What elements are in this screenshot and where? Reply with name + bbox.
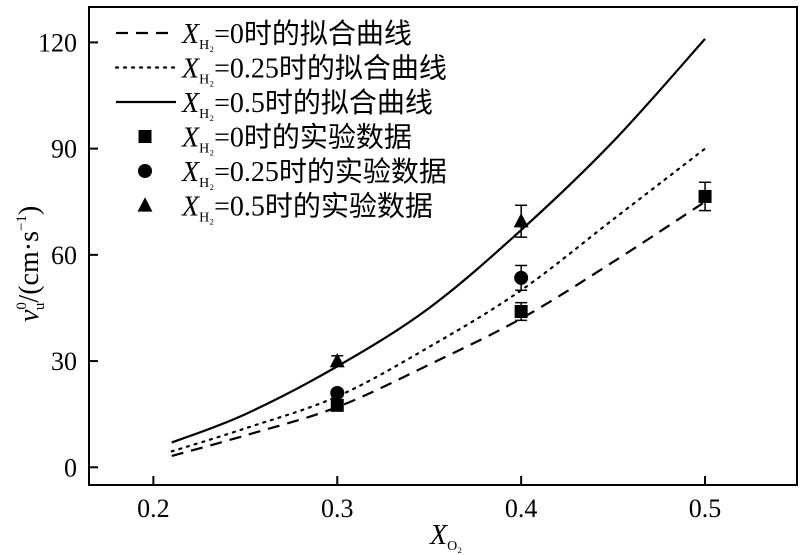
data-point-triangle	[329, 352, 345, 368]
legend-label: XH₂=0时的实验数据	[181, 122, 412, 157]
legend-label: XH₂=0.25时的拟合曲线	[181, 53, 447, 88]
fit-line-dotted	[170, 147, 707, 453]
x-axis-label: XO₂	[429, 520, 462, 554]
x-tick-label: 0.3	[321, 494, 354, 523]
legend-marker-triangle	[137, 197, 153, 212]
legend-marker-circle	[138, 164, 152, 178]
data-point-triangle	[513, 213, 529, 228]
data-point-square	[514, 305, 528, 319]
data-point-circle	[514, 270, 529, 285]
legend-marker-square	[138, 130, 152, 143]
y-axis-label: v0 u/(cm·s−1)	[14, 206, 48, 322]
y-tick-label: 30	[51, 347, 77, 376]
y-tick-label: 120	[38, 28, 77, 57]
x-tick-label: 0.5	[689, 494, 722, 523]
fit-line-dashed	[171, 200, 706, 458]
data-point-square	[698, 189, 712, 203]
legend-entry: XH₂=0.5时的拟合曲线	[116, 87, 433, 122]
x-tick-label: 0.4	[505, 494, 538, 523]
plot-frame	[88, 6, 798, 486]
y-tick-label: 60	[51, 241, 77, 270]
legend-entry: XH₂=0.25时的拟合曲线	[114, 53, 447, 88]
legend-entry: XH₂=0时的实验数据	[138, 122, 412, 157]
legend-label: XH₂=0.5时的实验数据	[181, 191, 433, 226]
data-point-circle	[330, 385, 345, 400]
legend-label: XH₂=0.5时的拟合曲线	[181, 87, 433, 122]
x-tick-label: 0.2	[137, 494, 170, 523]
legend-entry: XH₂=0.5时的实验数据	[137, 191, 433, 226]
legend-entry: XH₂=0.25时的实验数据	[138, 156, 447, 191]
fit-line-solid	[171, 38, 706, 444]
legend-label: XH₂=0.25时的实验数据	[181, 156, 447, 191]
legend-label: XH₂=0时的拟合曲线	[181, 18, 412, 53]
data-point-square	[330, 398, 344, 412]
legend-entry: XH₂=0时的拟合曲线	[116, 18, 412, 53]
y-tick-label: 90	[51, 135, 77, 164]
y-tick-label: 0	[64, 453, 77, 482]
